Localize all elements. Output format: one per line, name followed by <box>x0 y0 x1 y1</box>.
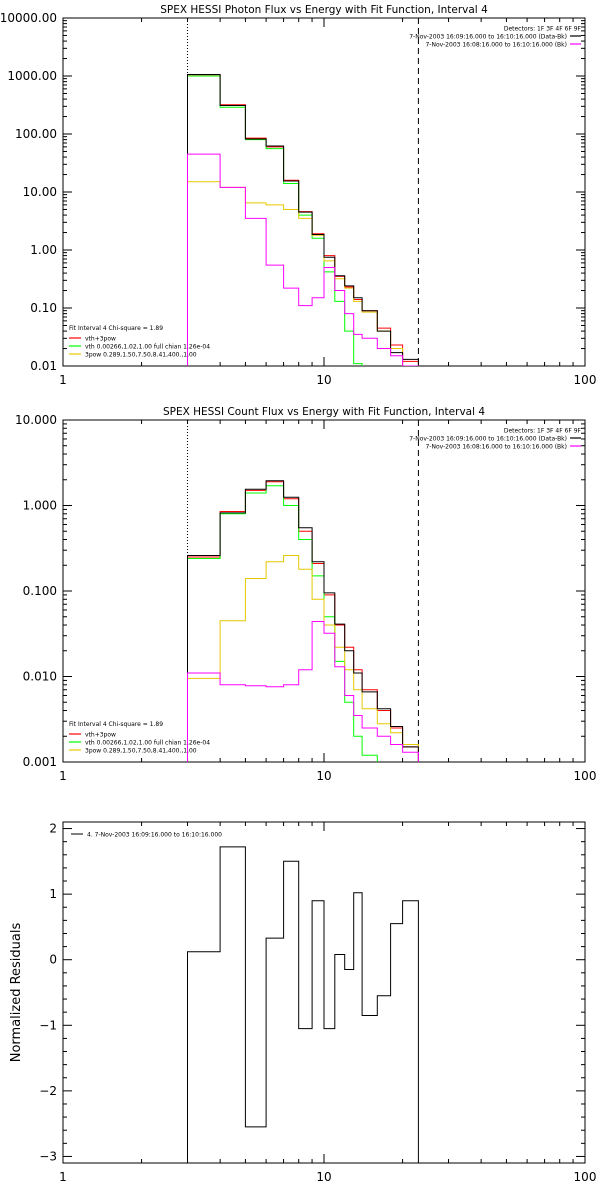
legend-label: vth 0.00266,1.02,1.00 full chian 1.26e-0… <box>85 344 210 351</box>
chart-panel-2: SPEX HESSI Count Flux vs Energy with Fit… <box>15 406 597 783</box>
chart-panel-1: SPEX HESSI Photon Flux vs Energy with Fi… <box>0 4 597 387</box>
header-line: 7-Nov-2003 16:09:16.000 to 16:10:16.000 … <box>409 34 567 41</box>
series-line-vth <box>187 75 363 366</box>
x-tick-label: 100 <box>574 769 597 783</box>
legend-label: vth+3pow <box>85 336 116 343</box>
x-tick-label: 10 <box>316 769 331 783</box>
y-tick-label: 1000.00 <box>7 69 57 83</box>
header-line: 7-Nov-2003 16:08:16.000 to 16:10:16.000 … <box>425 42 567 49</box>
y-tick-label: 1.00 <box>30 243 57 257</box>
series-line-data <box>187 74 419 366</box>
y-tick-label: 0.01 <box>30 359 57 373</box>
x-tick-label: 100 <box>574 373 597 387</box>
series-line-data <box>187 480 419 762</box>
series-line-vth <box>187 485 378 762</box>
legend-label: vth+3pow <box>85 732 116 739</box>
x-tick-label: 1 <box>59 769 67 783</box>
y-tick-label: 1.000 <box>23 499 57 513</box>
series-line-vth-3pow <box>187 481 419 762</box>
x-tick-label: 10 <box>316 373 331 387</box>
legend-label: 4. 7-Nov-2003 16:09:16.000 to 16:10:16.0… <box>87 832 222 839</box>
y-axis-label: Normalized Residuals <box>9 923 24 1063</box>
y-tick-label: 2 <box>49 822 57 836</box>
legend-title: Fit Interval 4 Chi-square = 1.89 <box>69 721 163 728</box>
y-tick-label: 0.100 <box>23 584 57 598</box>
y-tick-label: 0 <box>49 953 57 967</box>
y-tick-label: 10.000 <box>15 413 57 427</box>
y-tick-label: 10000.00 <box>0 11 57 25</box>
series-line-background <box>187 621 419 762</box>
series-line-3pow <box>187 555 419 762</box>
y-tick-label: 100.00 <box>15 127 57 141</box>
header-line: 7-Nov-2003 16:08:16.000 to 16:10:16.000 … <box>425 444 567 451</box>
series-line-background <box>187 153 419 366</box>
y-tick-label: −2 <box>39 1084 57 1098</box>
x-tick-label: 100 <box>574 1170 597 1184</box>
legend-label: 3pow 0.289,1.50,7.50,8.41,400.,1.00 <box>85 748 197 755</box>
series-group <box>187 74 419 366</box>
header-line: 7-Nov-2003 16:09:16.000 to 16:10:16.000 … <box>409 436 567 443</box>
legend-label: 3pow 0.289,1.50,7.50,8.41,400.,1.00 <box>85 352 197 359</box>
y-tick-label: 0.10 <box>30 301 57 315</box>
y-tick-label: 0.001 <box>23 755 57 769</box>
series-line-vth-3pow <box>187 74 419 366</box>
series-group <box>187 480 419 762</box>
header-line: Detectors: 1F 3F 4F 6F 9F <box>504 26 582 33</box>
header-line: Detectors: 1F 3F 4F 6F 9F <box>504 428 582 435</box>
chart-panel-3: 1 10 100 −3 −2 −1 0 1 2 Normalized Residuals 4. 7-… <box>9 821 597 1184</box>
plot-frame <box>62 17 586 367</box>
y-tick-label: −1 <box>39 1018 57 1032</box>
y-tick-label: −3 <box>39 1149 57 1163</box>
y-tick-label: 0.010 <box>23 670 57 684</box>
y-tick-label: 1 <box>49 887 57 901</box>
series-line-residuals <box>187 846 419 1163</box>
y-tick-label: 10.00 <box>23 185 57 199</box>
chart-title: SPEX HESSI Count Flux vs Energy with Fit… <box>163 406 485 418</box>
x-tick-label: 1 <box>59 373 67 387</box>
x-tick-label: 10 <box>316 1170 331 1184</box>
legend-title: Fit Interval 4 Chi-square = 1.89 <box>69 325 163 332</box>
legend-label: vth 0.00266,1.02,1.00 full chian 1.26e-0… <box>85 740 210 747</box>
chart-title: SPEX HESSI Photon Flux vs Energy with Fi… <box>160 4 488 16</box>
x-tick-label: 1 <box>59 1170 67 1184</box>
series-group <box>187 846 419 1163</box>
series-line-3pow <box>187 181 419 366</box>
